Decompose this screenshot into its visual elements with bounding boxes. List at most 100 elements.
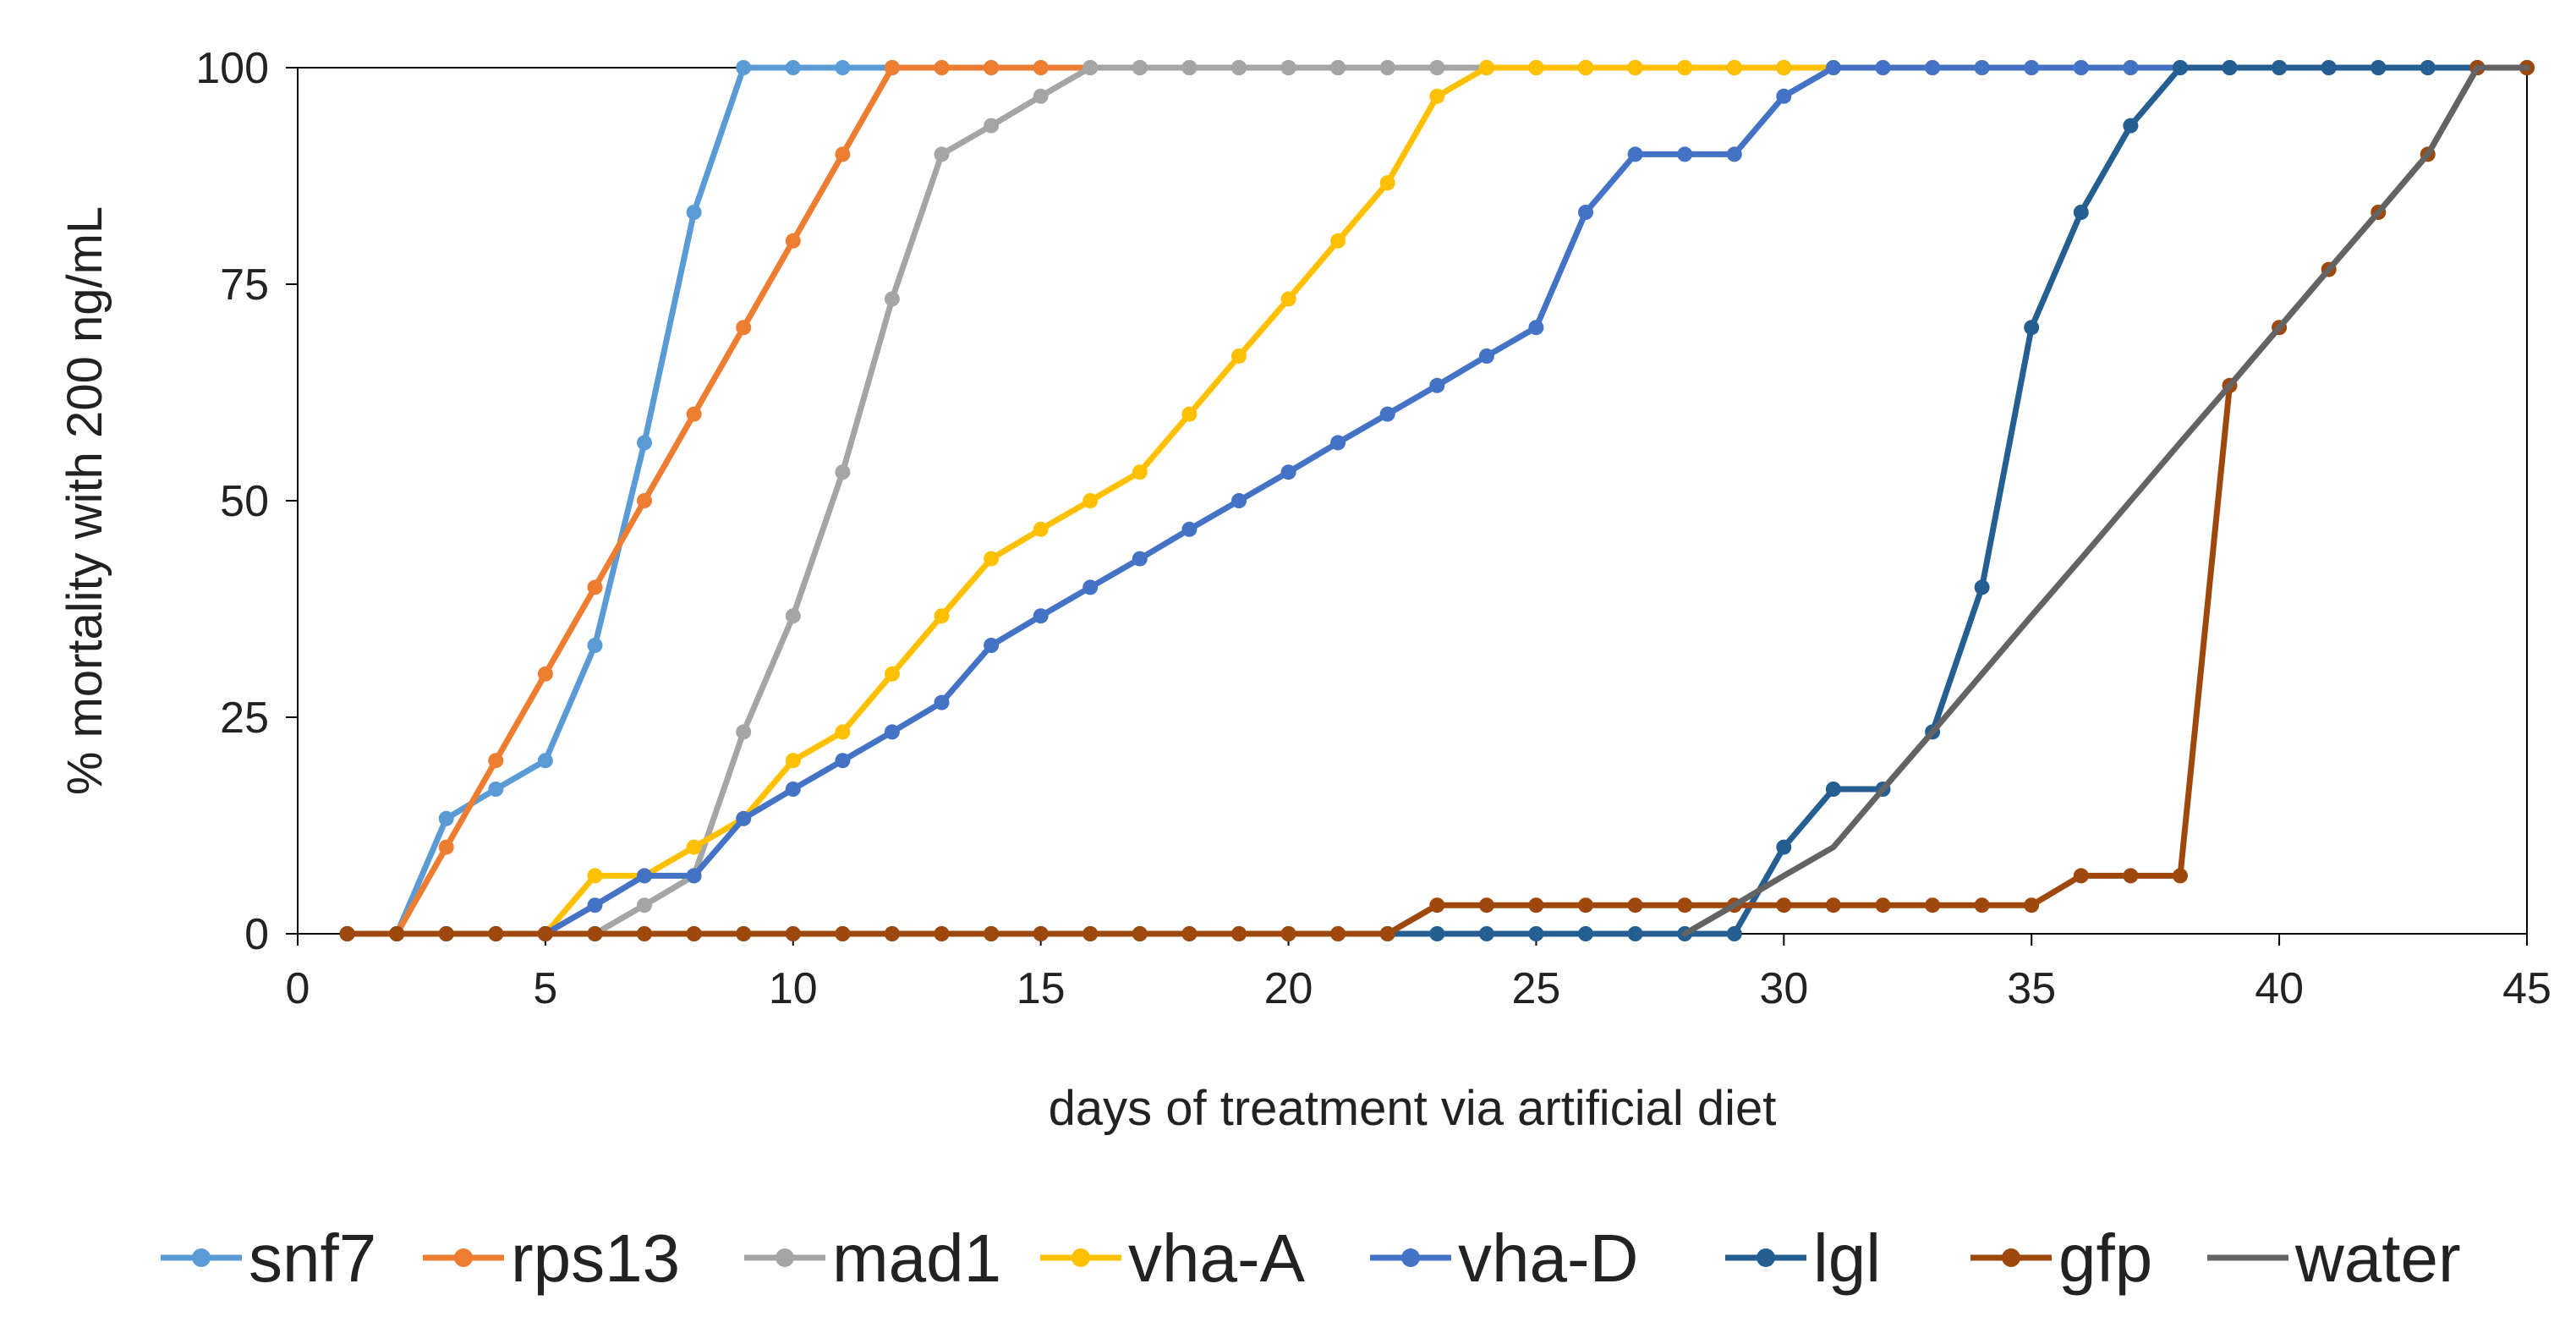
data-point <box>1181 521 1198 537</box>
data-point <box>884 724 900 740</box>
y-tick-label: 50 <box>220 477 269 526</box>
data-point <box>637 926 652 941</box>
data-point <box>2123 60 2139 75</box>
series-gfp <box>339 60 2535 941</box>
x-axis-title: days of treatment via artificial diet <box>1049 1081 1777 1136</box>
data-point <box>1925 897 1941 913</box>
data-point <box>537 666 553 682</box>
data-point <box>1974 60 1990 75</box>
axes: 0 5 10 15 20 25 30 35 40 45 0 25 50 75 100 <box>195 44 2551 1013</box>
data-point <box>1330 435 1346 451</box>
data-point <box>884 60 900 75</box>
data-point <box>1627 60 1643 75</box>
data-point <box>2024 897 2040 913</box>
data-point <box>1429 377 1445 393</box>
data-point <box>785 782 801 797</box>
data-point <box>1677 897 1693 913</box>
legend-marker <box>776 1248 794 1267</box>
data-point <box>1379 926 1395 941</box>
data-point <box>1974 579 1990 595</box>
legend-label: mad1 <box>832 1221 1001 1296</box>
x-tick-label: 30 <box>1759 964 1808 1013</box>
legend-label: vha-D <box>1458 1221 1638 1296</box>
data-point <box>1726 146 1742 162</box>
x-tick-label: 20 <box>1264 964 1313 1013</box>
data-point <box>1033 926 1049 941</box>
data-point <box>2024 60 2040 75</box>
data-point <box>1379 406 1395 422</box>
y-tick-label: 75 <box>220 261 269 310</box>
legend-label: rps13 <box>511 1221 680 1296</box>
data-point <box>537 753 553 769</box>
data-point <box>637 493 652 508</box>
data-point <box>1330 60 1346 75</box>
data-point <box>1231 348 1247 364</box>
series-vha-a <box>339 60 2535 941</box>
series-line-vha-a <box>344 64 2530 937</box>
data-point <box>736 810 752 826</box>
data-point <box>1825 782 1841 797</box>
data-point <box>2173 60 2188 75</box>
data-point <box>785 60 801 75</box>
data-point <box>1825 897 1841 913</box>
data-point <box>835 753 851 769</box>
legend-item-vha-d: vha-D <box>1370 1221 1638 1296</box>
series-mad1 <box>339 60 2535 941</box>
data-point <box>1825 60 1841 75</box>
data-point <box>587 926 603 941</box>
data-point <box>736 320 752 336</box>
data-point <box>785 233 801 249</box>
data-point <box>488 753 504 769</box>
data-point <box>686 205 702 220</box>
series-lgl <box>339 60 2535 941</box>
data-point <box>2123 118 2139 134</box>
x-tick-label: 40 <box>2255 964 2304 1013</box>
data-point <box>934 926 950 941</box>
x-tick-label: 35 <box>2007 964 2056 1013</box>
data-point <box>2173 868 2188 884</box>
series-line-rps13 <box>344 64 2530 937</box>
data-point <box>686 868 702 884</box>
data-point <box>2073 868 2089 884</box>
data-point <box>835 60 851 75</box>
data-point <box>1429 897 1445 913</box>
series-water <box>1681 64 2530 937</box>
series-line-water <box>1681 64 2530 937</box>
data-point <box>1231 60 1247 75</box>
legend-marker <box>1072 1248 1090 1267</box>
data-point <box>488 926 504 941</box>
data-point <box>1478 897 1494 913</box>
data-point <box>1082 579 1099 595</box>
series-line-snf7 <box>344 64 2530 937</box>
data-point <box>1033 608 1049 624</box>
data-point <box>1379 60 1395 75</box>
data-point <box>537 926 553 941</box>
data-point <box>1578 60 1593 75</box>
data-point <box>984 638 1000 653</box>
data-point <box>1776 897 1792 913</box>
data-point <box>1578 205 1593 220</box>
legend-marker <box>454 1248 473 1267</box>
x-tick-label: 15 <box>1017 964 1066 1013</box>
data-point <box>835 464 851 480</box>
legend-item-snf7: snf7 <box>161 1221 376 1296</box>
data-point <box>934 608 950 624</box>
data-point <box>488 782 504 797</box>
legend: snf7 rps13 mad1 vha-A vha-D lgl gfp water <box>161 1221 2461 1296</box>
series-line-gfp <box>344 64 2530 937</box>
data-point <box>389 926 405 941</box>
data-point <box>686 839 702 855</box>
data-point <box>835 146 851 162</box>
data-point <box>1280 464 1296 480</box>
data-point <box>984 118 1000 134</box>
data-point <box>736 926 752 941</box>
data-point <box>884 926 900 941</box>
data-point <box>438 839 454 855</box>
data-point <box>587 579 603 595</box>
series-snf7 <box>339 60 2535 941</box>
data-point <box>1280 291 1296 307</box>
data-point <box>1429 60 1445 75</box>
legend-label: vha-A <box>1128 1221 1306 1296</box>
data-point <box>1132 464 1148 480</box>
